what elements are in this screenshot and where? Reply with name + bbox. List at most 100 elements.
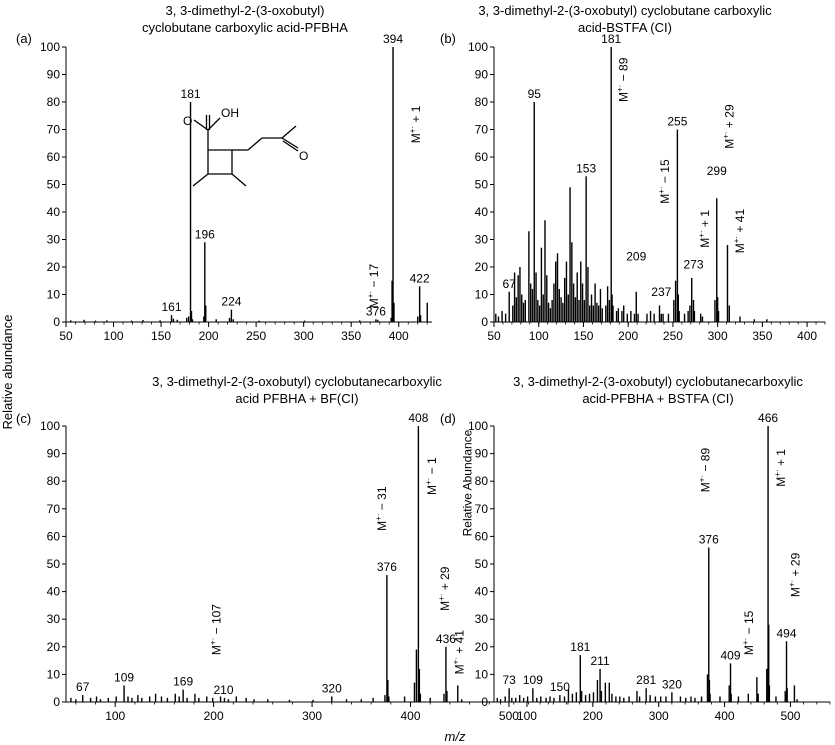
molecule-atom-labels: OH O O	[183, 106, 308, 163]
y-tick-label: 90	[475, 447, 489, 461]
peak-label: 409	[721, 648, 741, 662]
y-tick-label: 30	[47, 612, 61, 626]
y-tick-label: 90	[47, 68, 61, 82]
panel-title-line: 3, 3-dimethyl-2-(3-oxobutyl)	[166, 3, 325, 18]
y-tick-label: 50	[47, 557, 61, 571]
peak-label: 320	[662, 677, 682, 691]
ion-annotation: M+· + 1	[773, 449, 788, 487]
x-tick-label: 100	[105, 709, 125, 723]
y-tick-label: 60	[47, 150, 61, 164]
y-tick-label: 0	[53, 315, 60, 329]
panel-title-line: cyclobutane carboxylic acid-PFBHA	[142, 20, 348, 35]
x-tick-label: 500	[499, 709, 519, 723]
x-tick-label: 300	[294, 329, 314, 343]
ion-annotation: M+· + 29	[437, 566, 452, 611]
peak-label: 299	[707, 164, 727, 178]
panel-title-line: acid PFBHA + BF(CI)	[235, 391, 358, 406]
ion-annotation: Relative Abundance	[461, 429, 475, 536]
y-tick-label: 100	[40, 419, 60, 433]
panel-tag: (a)	[16, 31, 32, 46]
y-tick-label: 0	[481, 315, 488, 329]
ion-annotation: M+· − 1	[424, 457, 439, 495]
peak-label: 181	[181, 87, 201, 101]
x-tick-label: 50	[59, 329, 73, 343]
peak-label: 95	[528, 87, 542, 101]
y-tick-label: 20	[47, 640, 61, 654]
x-tick-label: 350	[752, 329, 772, 343]
x-tick-label: 100	[529, 329, 549, 343]
panel-title-line: acid-PFBHA + BSTFA (CI)	[582, 391, 733, 406]
ion-annotation: M+· − 89	[697, 448, 712, 493]
x-tick-label: 50	[487, 329, 501, 343]
peak-label: 169	[173, 675, 193, 689]
ion-annotation: M+· + 1	[697, 210, 712, 248]
peak-label: 237	[651, 285, 671, 299]
spectrum-panel-b: 3, 3-dimethyl-2-(3-oxobutyl) cyclobutane…	[440, 3, 826, 343]
y-tick-label: 70	[47, 123, 61, 137]
peak-label: 196	[195, 227, 215, 241]
y-tick-label: 30	[475, 233, 489, 247]
y-tick-label: 90	[475, 68, 489, 82]
ion-annotation: M+· − 89	[616, 57, 631, 102]
panel-title-line: acid-BSTFA (CI)	[578, 20, 672, 35]
x-tick-label: 400	[400, 709, 420, 723]
y-tick-label: 60	[475, 529, 489, 543]
panel-tag: (b)	[440, 31, 456, 46]
panel-title-line: 3, 3-dimethyl-2-(3-oxobutyl) cyclobutane…	[513, 374, 803, 389]
x-tick-label: 150	[151, 329, 171, 343]
x-tick-label: 250	[246, 329, 266, 343]
peak-label: 181	[570, 640, 590, 654]
y-tick-label: 60	[47, 529, 61, 543]
peak-label: 73	[502, 673, 516, 687]
peak-label: 376	[366, 304, 386, 318]
peak-label: 109	[523, 673, 543, 687]
peak-label: 210	[213, 683, 233, 697]
y-tick-label: 100	[468, 419, 488, 433]
y-tick-label: 0	[481, 695, 488, 709]
peak-label: 209	[626, 249, 646, 263]
ion-annotation: M+· − 15	[657, 159, 672, 204]
peak-label: 436	[436, 632, 456, 646]
x-tick-label: 400	[797, 329, 817, 343]
peak-label: 394	[383, 32, 403, 46]
spectrum-panel-d: 3, 3-dimethyl-2-(3-oxobutyl) cyclobutane…	[440, 374, 831, 723]
y-tick-label: 10	[47, 288, 61, 302]
spectrum-panel-a: 3, 3-dimethyl-2-(3-oxobutyl) cyclobutane …	[16, 3, 432, 343]
ion-annotation: M+· + 41	[732, 209, 747, 254]
peak-label: 281	[636, 673, 656, 687]
y-tick-label: 30	[475, 612, 489, 626]
spectrum-panels: 3, 3-dimethyl-2-(3-oxobutyl) cyclobutane …	[16, 3, 831, 723]
x-tick-label: 250	[663, 329, 683, 343]
ion-annotation: M+· − 107	[209, 604, 224, 655]
x-tick-label: 500	[780, 709, 800, 723]
peak-label: 255	[667, 115, 687, 129]
y-tick-label: 10	[475, 667, 489, 681]
peak-label: 408	[408, 411, 428, 425]
x-tick-label: 350	[341, 329, 361, 343]
peak-label: 376	[699, 532, 719, 546]
panel-title-line: 3, 3-dimethyl-2-(3-oxobutyl) cyclobutane…	[478, 3, 772, 18]
x-tick-label: 200	[199, 329, 219, 343]
peak-label: 422	[410, 271, 430, 285]
y-tick-label: 20	[47, 260, 61, 274]
peak-label: 494	[777, 626, 797, 640]
panel-tag: (d)	[440, 411, 456, 426]
x-tick-label: 200	[583, 709, 603, 723]
peak-label: 67	[76, 680, 90, 694]
peak-label: 67	[503, 277, 517, 291]
y-tick-label: 20	[475, 640, 489, 654]
x-tick-label: 200	[204, 709, 224, 723]
y-tick-label: 100	[468, 40, 488, 54]
peak-label: 466	[758, 411, 778, 425]
y-tick-label: 20	[475, 260, 489, 274]
y-tick-label: 30	[47, 233, 61, 247]
y-tick-label: 40	[475, 205, 489, 219]
peak-label: 273	[683, 258, 703, 272]
y-tick-label: 10	[47, 667, 61, 681]
peak-label: 161	[162, 300, 182, 314]
ion-annotation: M+· + 41	[452, 630, 467, 675]
x-tick-label: 150	[573, 329, 593, 343]
ion-annotation: M+· − 17	[366, 264, 381, 309]
x-tick-label: 300	[302, 709, 322, 723]
